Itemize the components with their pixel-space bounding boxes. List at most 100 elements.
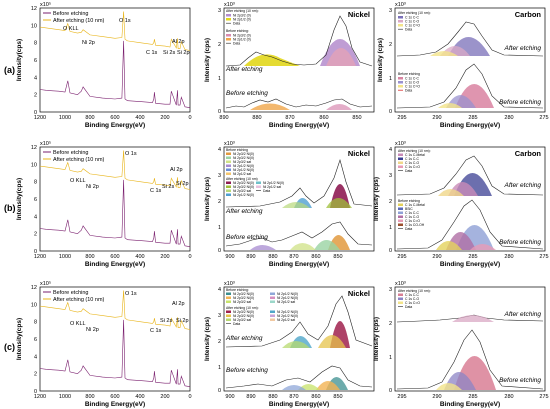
c-b-before-swatch-5 xyxy=(398,219,403,222)
carbon-xtick-295-a: 295 xyxy=(397,115,406,121)
c-b-before-swatch-3 xyxy=(398,211,403,214)
ni-c-before-swatch-6 xyxy=(270,300,275,303)
carbon-xticks-a: 295 290 285 280 275 xyxy=(397,115,548,121)
nickel-ytick-2-c: 2 xyxy=(218,339,221,345)
ni-a-after-legend-2: Ni 2p1/2 (0) xyxy=(233,18,251,22)
c-a-after-data xyxy=(396,21,544,57)
survey-xticks-b: 1200 1000 800 600 400 200 0 xyxy=(34,254,192,260)
ni-a-after-legend-3: Data xyxy=(233,22,240,26)
carbon-ytick-1-a: 1 xyxy=(389,76,392,82)
ni-b-before-legend-1: Ni 2p3/2 Ni(0) xyxy=(233,152,254,156)
ni-b-before-legend-6: Ni 2p1/2 sat xyxy=(233,172,251,176)
peak-si2p-a: Si 2p xyxy=(177,50,190,56)
peak-al2p-c: Al 2p xyxy=(172,301,185,307)
nickel-xtick-850-b: 850 xyxy=(333,254,342,260)
ni-c-after-legend-2: Ni 2p3/2 Ni(II) xyxy=(233,314,254,318)
peak-c1s-c: C 1s xyxy=(150,328,162,334)
c-b-after-swatch-3 xyxy=(398,161,403,164)
peak-ni2p-a: Ni 2p xyxy=(82,40,95,46)
carbon-xtick-275-a: 275 xyxy=(539,115,548,121)
c-c-after-legend-2: C 1s C-O xyxy=(405,297,419,301)
c-b-before-legend-2: BSiC xyxy=(405,207,413,211)
carbon-ytick-2-a: 2 xyxy=(389,42,392,48)
ni-c-after-fill-2 xyxy=(318,335,346,348)
c-a-after-legend-4: Data xyxy=(405,28,412,32)
c-b-before-legend-1: C 1s C-Metal xyxy=(405,203,425,207)
survey-xtick-800-a: 800 xyxy=(85,115,94,121)
ni-a-after-data xyxy=(225,15,373,67)
survey-panel-b: 0 2 4 6 8 10 12 x10⁵ Intensity(cps) 1200 1000 … xyxy=(16,140,192,268)
peak-ni2p-c: Ni 2p xyxy=(86,327,99,333)
ni-b-before-legend-4: Ni 2p1/2 Ni(II) xyxy=(233,164,254,168)
ni-b-after-legend-header: After etching (10 nm) xyxy=(226,177,258,181)
survey-xtick-200-b: 200 xyxy=(160,254,169,260)
c-b-after-swatch-1 xyxy=(398,153,403,156)
ni-c-after-legend-1: Ni 2p3/2 Ni(0) xyxy=(233,310,254,314)
carbon-ytick-0-c: 0 xyxy=(389,388,392,394)
ni-b-before-fill-2 xyxy=(314,240,340,250)
ni-a-after-legend-1: Ni 2p3/2 (0) xyxy=(233,14,251,18)
legend-before-a: Before etching xyxy=(53,11,88,17)
survey-xtick-800-b: 800 xyxy=(85,254,94,260)
ni-b-before-swatch-4 xyxy=(226,164,231,167)
nickel-xtick-890-b: 890 xyxy=(246,254,255,260)
survey-xtick-600-b: 600 xyxy=(110,254,119,260)
peak-o1s-b: O 1s xyxy=(125,151,137,157)
survey-xtick-400-c: 400 xyxy=(135,394,144,400)
nickel-after-label-b: After etching xyxy=(225,208,263,215)
carbon-xtick-280-c: 280 xyxy=(504,394,513,400)
c-a-before-data xyxy=(396,63,544,109)
carbon-xticks-c: 295 290 285 280 275 xyxy=(397,394,548,400)
nickel-legend-before-b: Before etching Ni 2p3/2 Ni(0) Ni 2p3/2 N… xyxy=(226,148,254,176)
carbon-yticks-a: 3 2 1 0 xyxy=(389,8,392,115)
survey-exponent-a: x10⁵ xyxy=(40,1,51,8)
nickel-ytick-4-c: 4 xyxy=(218,287,221,293)
nickel-xticks-c: 900 890 880 870 860 850 xyxy=(225,394,342,400)
nickel-xlabel-b: Binding Energy(eV) xyxy=(269,261,329,268)
ni-b-after-swatch-3 xyxy=(226,189,231,192)
ni-c-before-fill-2 xyxy=(316,381,340,390)
ni-b-after-swatch-4 xyxy=(226,193,231,196)
legend-after-c: After etching (10 nm) xyxy=(53,297,105,303)
nickel-xticks-b: 900 890 880 870 860 850 xyxy=(225,254,342,260)
survey-frame-a xyxy=(39,7,191,113)
carbon-ytick-0-b: 0 xyxy=(389,248,392,254)
survey-ytick-4-c: 4 xyxy=(34,354,37,360)
survey-xtick-1000-a: 1000 xyxy=(59,115,71,121)
survey-panel-a: 0 2 4 6 8 10 12 x10⁵ Intensity(cps) 1200 1000 … xyxy=(16,1,192,129)
survey-panel-c: 0 2 4 6 8 10 12 x10⁵ Intensity(cps) 1200 1000 … xyxy=(16,280,192,408)
ni-c-after-swatch-2 xyxy=(226,314,231,317)
ni-c-before-legend-3: Ni 2p3/2 sat xyxy=(233,300,251,304)
peak-c1s-b: C 1s xyxy=(150,188,162,194)
carbon-ylabel-c: Intensity (cps) xyxy=(373,317,380,361)
nickel-title-b: Nickel xyxy=(348,149,370,158)
nickel-xtick-850-c: 850 xyxy=(333,394,342,400)
c-c-before-data xyxy=(396,329,544,390)
peak-c1s-a: C 1s xyxy=(146,50,158,56)
c-b-before-fill-4 xyxy=(470,244,496,250)
c-a-before-swatch-1 xyxy=(398,77,403,80)
carbon-xtick-295-b: 295 xyxy=(397,254,406,260)
nickel-legend-after-a: After etching (10 nm): Ni 2p3/2 (0) Ni 2… xyxy=(226,9,259,26)
c-c-after-legend-header: After etching (10 nm): xyxy=(398,289,431,293)
peak-o1s-a: O 1s xyxy=(119,18,131,24)
survey-ytick-10-a: 10 xyxy=(31,23,37,29)
ni-b-before-swatch-2 xyxy=(226,156,231,159)
survey-ytick-10-b: 10 xyxy=(31,162,37,168)
ni-a-after-legend-header: After etching (10 nm): xyxy=(226,9,259,13)
nickel-frame-c xyxy=(223,286,375,392)
c-b-before-legend-4: C 1s C-O xyxy=(405,215,419,219)
ni-c-after-legend-6: Ni 2p1/2 sat xyxy=(277,318,295,322)
survey-ytick-12-b: 12 xyxy=(31,145,37,151)
c-b-before-legend-5: C 1s C=O xyxy=(405,219,420,223)
ni-b-after-data xyxy=(225,158,373,208)
c-c-after-swatch-1 xyxy=(398,293,403,296)
survey-xtick-600-a: 600 xyxy=(110,115,119,121)
c-b-before-legend-6: C 1s CO-OH xyxy=(405,223,425,227)
c-b-after-swatch-2 xyxy=(398,157,403,160)
survey-ytick-0-a: 0 xyxy=(34,110,37,116)
nickel-after-label-c: After etching xyxy=(225,335,263,342)
ni-c-before-legend-header: Before etching: xyxy=(226,288,249,292)
peak-okll-b: O KLL xyxy=(70,178,86,184)
